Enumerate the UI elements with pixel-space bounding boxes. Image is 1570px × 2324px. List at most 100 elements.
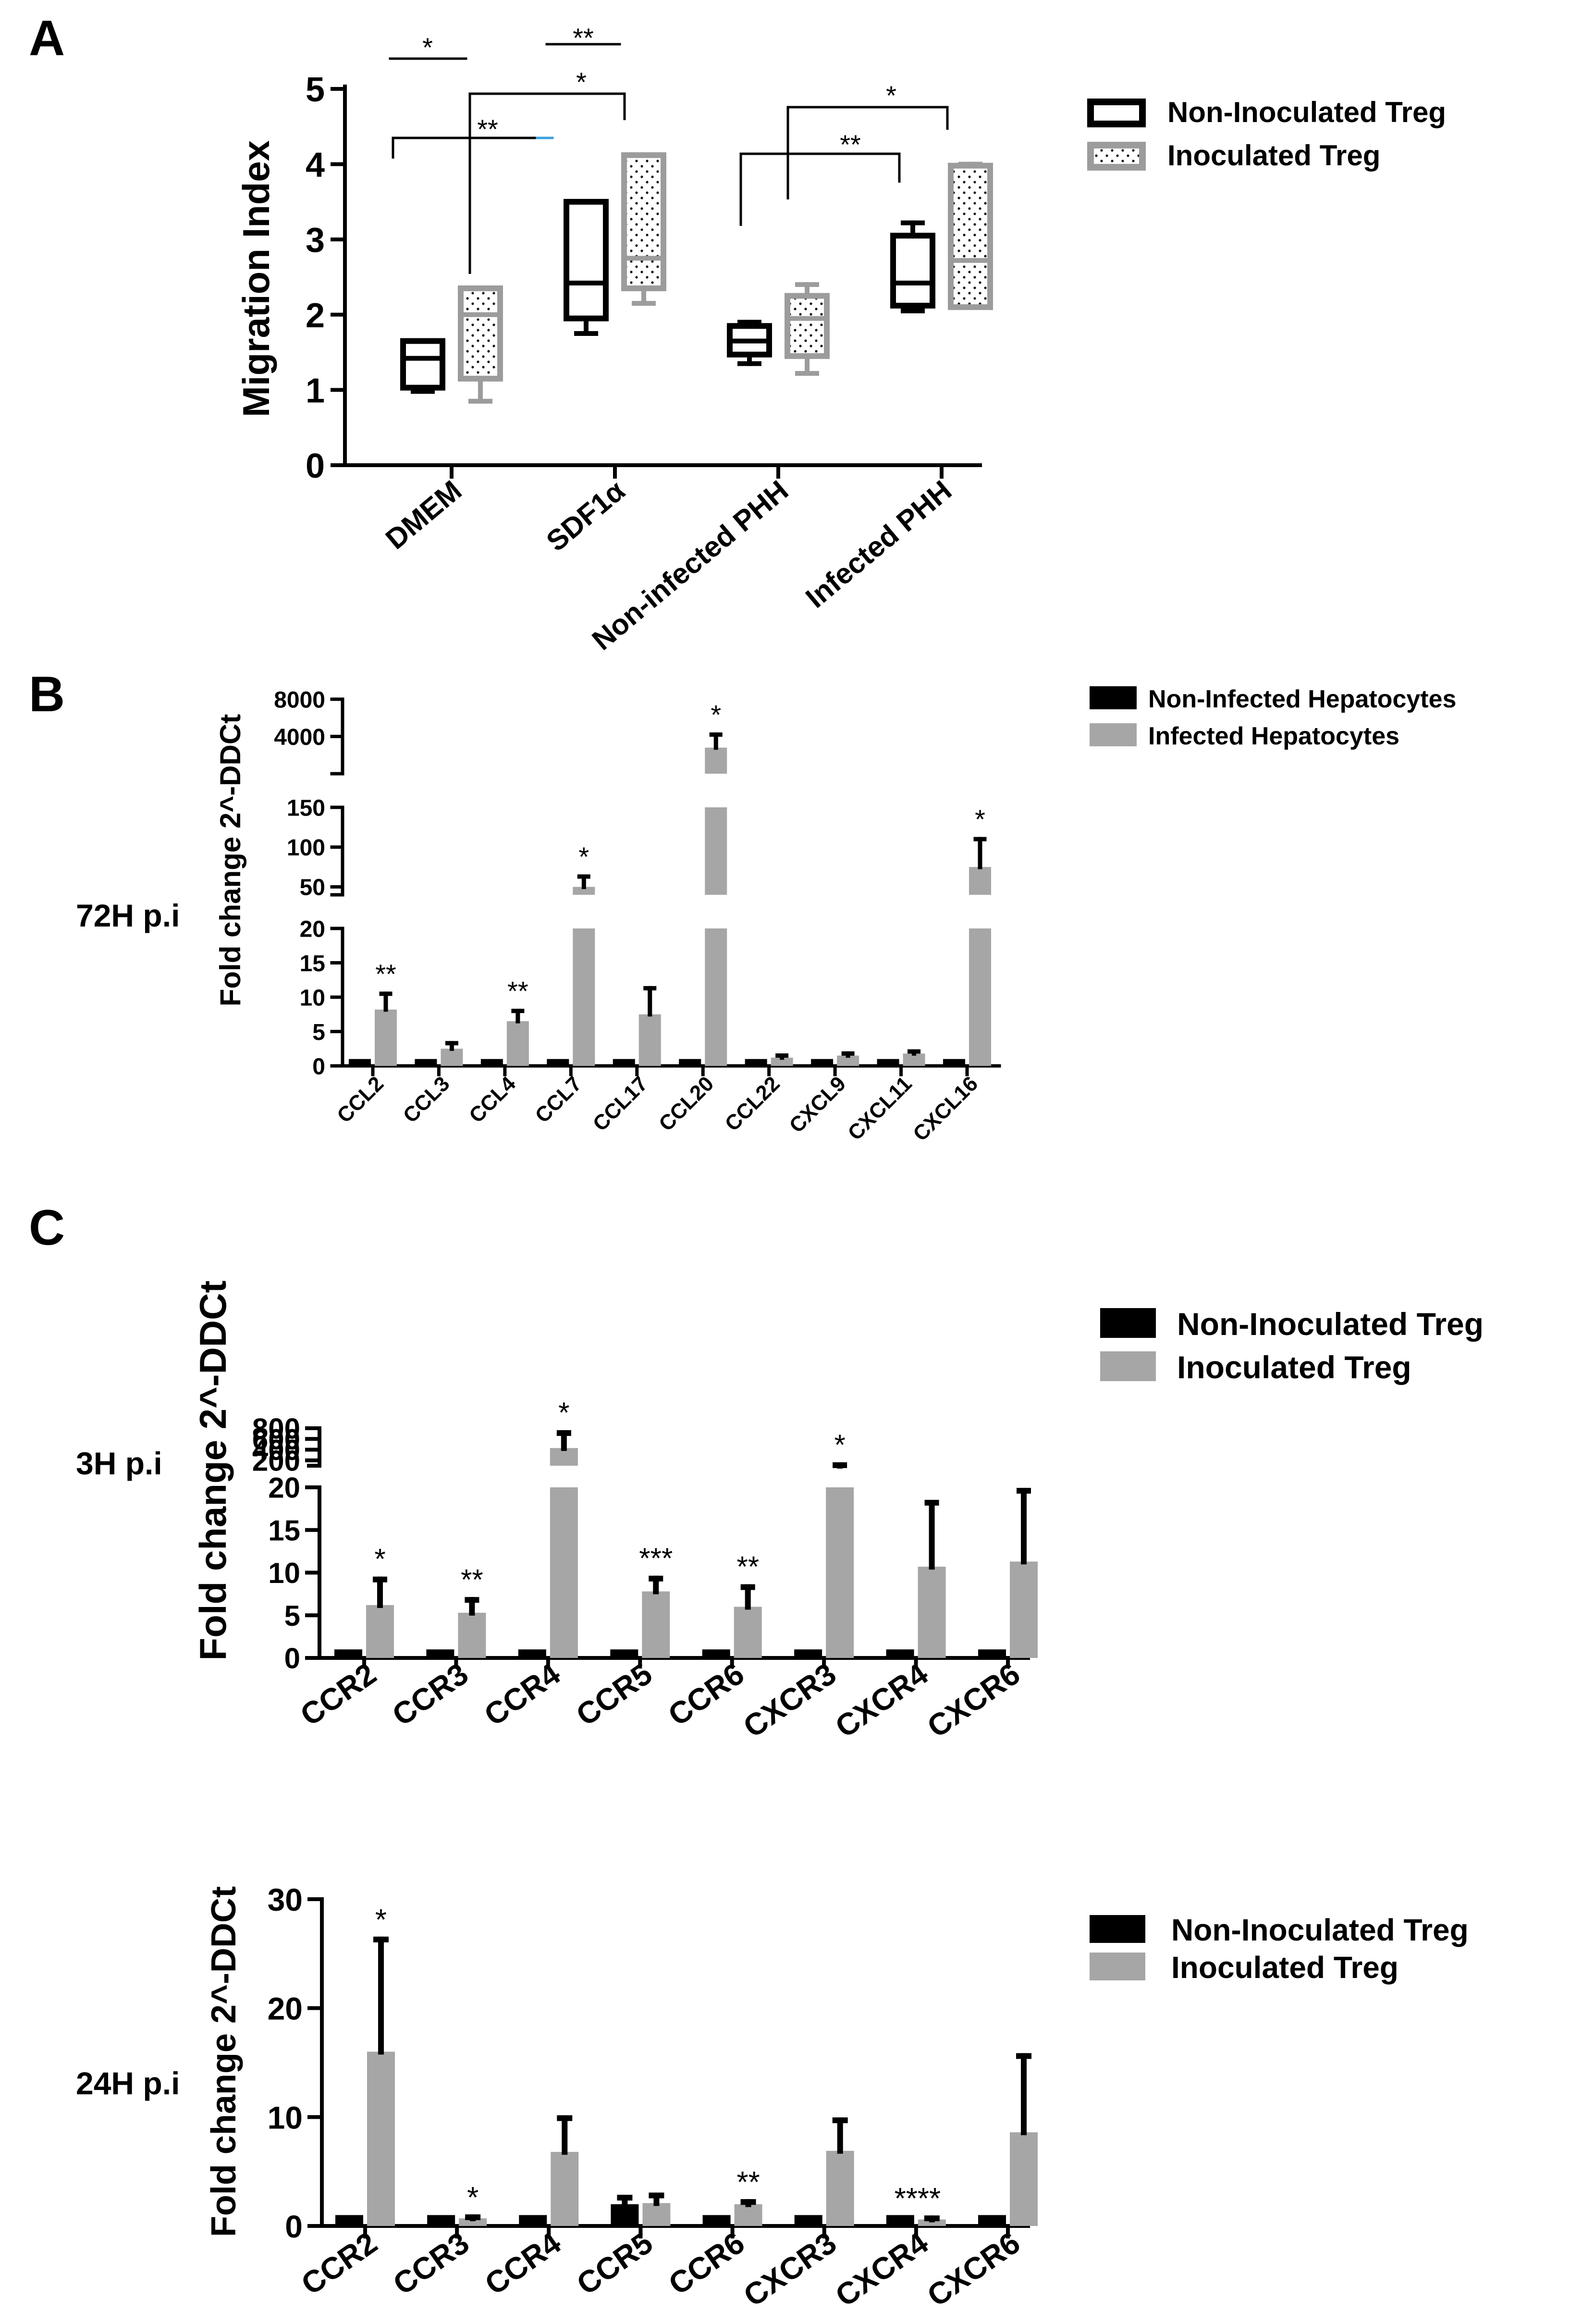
chart-c-3h-sig-1: ** [461,1563,483,1595]
chart-b-xtick-label-5: CCL20 [654,1072,718,1136]
chart-c-24h-sig-6: **** [895,2182,941,2215]
chart-c-3h-sig-0: * [374,1543,385,1575]
chart-a-ylabel: Migration Index [235,140,277,417]
chart-c-3h-xtick-label-7: CXCR6 [921,1656,1026,1744]
chart-c-3h-xtick-label-6: CXCR4 [829,1656,934,1744]
chart-b-xtick-label-8: CXCL11 [843,1072,916,1145]
legend-b-swatch-0 [1090,686,1137,709]
chart-c-24h-bar-gray-4 [734,2204,762,2226]
chart-c-24h-bar-dark-5 [794,2215,822,2226]
chart-c-3h-sig-2: * [558,1397,569,1429]
chart-c-24h-ytick-label-0: 0 [285,2209,303,2244]
legend-c1-label-0: Non-Inoculated Treg [1177,1306,1484,1342]
chart-c-24h-xtick-label-4: CCR6 [662,2225,751,2301]
chart-b: 72H p.i Fold change 2^-DDCt Non-Infected… [76,685,1456,1146]
chart-c-24h-bar-dark-1 [427,2215,455,2226]
box-a-1-2 [785,293,830,359]
chart-c-3h-xtick-label-5: CXCR3 [737,1656,842,1744]
chart-b-sig-0: ** [375,959,396,989]
chart-b-xtick-label-1: CCL3 [399,1072,454,1127]
chart-c-3h-bar-dark-3 [610,1649,638,1658]
chart-c-24h-bar-dark-4 [702,2215,731,2226]
chart-c-3h-ytick-label-0-0: 0 [284,1643,300,1675]
chart-c-24h-row-label: 24H p.i [76,2065,180,2101]
chart-b-ytick-label-0-4: 20 [300,916,325,942]
box-a-1-3 [948,162,993,310]
panel-letter-a: A [29,11,65,66]
chart-b-ytick-label-1-2: 150 [287,795,325,821]
legend-c1-label-1: Inoculated Treg [1177,1349,1411,1385]
box-a-1-0 [458,285,503,382]
chart-a-xtick-label-1: SDF1α [540,474,631,558]
chart-c-3h-ytick-label-0-4: 20 [268,1472,300,1504]
chart-c-24h-legend: Non-Inoculated Treg Inoculated Treg [1090,1913,1469,1985]
chart-b-ytick-label-1-1: 100 [287,835,325,861]
chart-b-ytick-label-0-0: 0 [312,1054,325,1079]
chart-c-3h-ytick-label-1-2: 600 [252,1423,300,1456]
chart-c-3h-legend: Non-Inoculated Treg Inoculated Treg [1100,1306,1484,1385]
chart-b-bar-gray-0-seg-0 [375,1009,397,1066]
chart-b-ytick-label-2-1: 8000 [274,687,325,713]
chart-c-24h-sig-0: * [375,1904,387,1937]
chart-b-xtick-label-4: CCL17 [589,1072,652,1136]
chart-c-3h-ytick-label-0-3: 15 [268,1514,300,1546]
chart-c-3h-ytick-label-0-2: 10 [268,1557,300,1589]
panel-letter-c: C [29,1200,65,1256]
chart-b-bar-dark-5 [679,1059,701,1066]
chart-b-sig-5: * [711,700,721,730]
legend-c2-swatch-0 [1090,1915,1145,1943]
chart-b-bar-gray-5-seg-2 [705,747,727,774]
chart-b-row-label: 72H p.i [76,898,180,933]
chart-c-24h-sig-1: * [467,2181,478,2214]
sig-a-label-2: * [576,67,587,97]
chart-c-24h-ytick-label-3: 30 [268,1882,303,1917]
chart-b-ytick-label-0-3: 15 [300,951,325,977]
chart-b-bar-dark-4 [613,1059,635,1066]
chart-c-24h: 24H p.i Fold change 2^-DDCt Non-Inoculat… [76,1882,1469,2313]
chart-a-xtick-label-3: Infected PHH [799,474,957,614]
chart-c-3h-ytick-label-1-3: 800 [252,1413,300,1445]
chart-b-xtick-label-2: CCL4 [465,1072,520,1127]
legend-a-label-0: Non-Inoculated Treg [1167,96,1446,128]
chart-c-24h-bar-dark-3 [611,2204,639,2226]
legend-b-swatch-1 [1090,723,1137,746]
chart-a-ytick-label-5: 5 [306,71,325,109]
chart-b-ytick-label-2-0: 4000 [274,725,325,750]
chart-a-xtick-label-0: DMEM [380,474,467,556]
chart-c-24h-ytick-label-2: 20 [268,1991,303,2027]
sig-a-label-0: * [422,32,433,62]
chart-a-ytick-label-3: 3 [306,221,325,260]
chart-b-ytick-label-0-2: 10 [300,985,325,1011]
chart-b-xtick-label-7: CXCL9 [785,1072,851,1137]
sig-a-label-4: * [886,80,896,111]
chart-c-24h-bar-gray-1 [459,2218,487,2226]
chart-c-24h-bar-gray-0 [367,2052,395,2226]
chart-b-bar-gray-6-seg-0 [771,1057,793,1066]
chart-b-sig-9: * [975,804,985,834]
chart-c-24h-xtick-label-5: CXCR3 [737,2225,843,2313]
legend-c2-label-0: Non-Inoculated Treg [1171,1913,1469,1947]
box-a-0-0 [400,338,445,391]
chart-c-24h-xtick-label-3: CCR5 [570,2225,659,2301]
chart-c-3h-ytick-label-1-0: 200 [252,1445,300,1477]
chart-c-3h-bar-gray-4-seg-0 [734,1607,762,1658]
chart-c-24h-ylabel: Fold change 2^-DDCt [205,1886,243,2237]
chart-b-legend: Non-Infected Hepatocytes Infected Hepato… [1090,685,1456,750]
chart-c-3h: 3H p.i Fold change 2^-DDCt Non-Inoculate… [76,1281,1484,1744]
chart-a-legend: Non-Inoculated Treg Inoculated Treg [1087,96,1446,172]
box-a-0-1 [564,198,609,321]
legend-c1-swatch-0 [1100,1308,1156,1338]
chart-c-3h-bar-dark-4 [702,1649,730,1658]
legend-c2-label-1: Inoculated Treg [1171,1950,1398,1985]
chart-c-3h-bar-gray-6-seg-0 [918,1567,946,1658]
sig-a-bracket-2 [468,92,626,274]
sig-a-bracket-3 [392,136,552,159]
chart-c-3h-bar-gray-2-seg-1 [550,1448,578,1466]
chart-b-ylabel: Fold change 2^-DDCt [214,714,246,1006]
panel-letter-b: B [29,667,65,722]
chart-c-3h-row-label: 3H p.i [76,1446,162,1481]
box-a-1-1 [621,152,666,291]
chart-c-3h-bar-gray-2-seg-0 [550,1487,578,1658]
chart-b-bar-gray-9-seg-1 [969,867,991,895]
